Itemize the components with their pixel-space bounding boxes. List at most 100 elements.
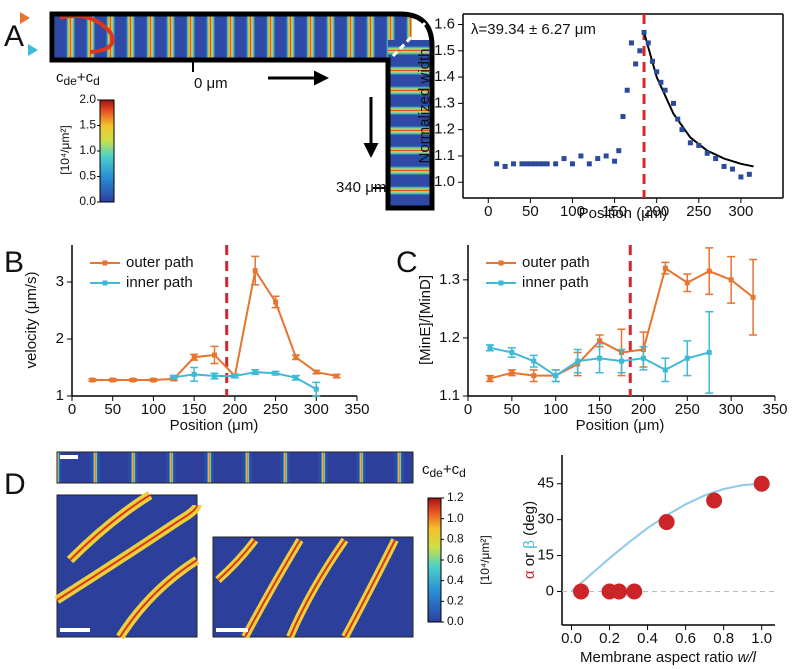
point <box>232 373 238 379</box>
colorbar-label: cde+cd <box>56 69 100 88</box>
chart: 0 50 100 150 200 250 300 350 1 2 3 Position (μm) vel… <box>23 245 370 434</box>
y-tick-label: 1.2 <box>434 121 455 138</box>
point <box>487 345 493 351</box>
point <box>569 161 575 167</box>
point <box>662 87 668 93</box>
channel-horizontal <box>52 14 412 60</box>
x-tick-label: 0.0 <box>561 630 582 647</box>
point <box>509 370 515 376</box>
simulation-a: 0 μm 340 μm cde+cd [10⁴/μm²] <box>20 11 435 211</box>
point <box>293 375 299 381</box>
colorbar-tick-label: 0.0 <box>447 614 464 628</box>
colorbar-label: cde+cd <box>422 461 466 480</box>
point <box>750 294 756 300</box>
point <box>578 153 584 159</box>
legend-label: outer path <box>126 254 194 271</box>
colorbar-unit: [10⁴/μm²] <box>478 535 492 584</box>
x-tick-label: 200 <box>644 203 669 220</box>
point <box>746 171 752 177</box>
point <box>531 373 537 379</box>
point <box>110 377 116 383</box>
point <box>662 265 668 271</box>
x-tick-label: 50 <box>104 401 121 418</box>
point <box>662 367 668 373</box>
point <box>687 140 693 146</box>
scale-bar <box>60 628 90 632</box>
point <box>738 174 744 180</box>
point <box>706 268 712 274</box>
y-tick-label: 1.4 <box>434 68 455 85</box>
legend-label: inner path <box>522 274 589 291</box>
y-tick-label: 15 <box>537 547 554 564</box>
colorbar-tick-label: 1.2 <box>447 490 464 504</box>
y-tick-label: 1.3 <box>434 94 455 111</box>
position-label: 0 μm <box>194 75 228 92</box>
inner-path-marker <box>28 44 38 56</box>
y-tick-label: 0 <box>546 582 554 599</box>
colorbar-tick-label: 2.0 <box>79 92 96 106</box>
point <box>706 492 723 509</box>
y-tick-label: 1.0 <box>434 173 455 190</box>
point <box>561 156 567 162</box>
legend-marker <box>498 260 504 266</box>
point <box>645 40 651 46</box>
y-axis-label: [MinE]/[MinD] <box>417 275 434 365</box>
point <box>313 369 319 375</box>
x-tick-label: 0 <box>464 401 472 418</box>
point <box>212 352 217 358</box>
chart: 0 50 100 150 200 250 300 1.0 1.1 1.2 1.3 1.4 1.5 1.6 P… <box>416 13 784 222</box>
point <box>150 377 156 383</box>
point <box>704 150 710 156</box>
point <box>616 148 622 154</box>
point <box>509 349 515 355</box>
scale-bar <box>216 628 248 632</box>
x-tick-label: 200 <box>631 401 656 418</box>
point <box>641 29 647 35</box>
point <box>553 373 559 379</box>
x-tick-label: 0 <box>68 401 76 418</box>
point <box>626 583 643 600</box>
point <box>252 268 258 274</box>
y-tick-label: 45 <box>537 475 554 492</box>
x-axis-label: Position (μm) <box>576 417 665 434</box>
colorbar-tick-label: 0.2 <box>447 594 464 608</box>
x-tick-label: 50 <box>504 401 521 418</box>
point <box>212 373 217 379</box>
point <box>675 116 681 122</box>
scale-bar <box>60 455 78 459</box>
point <box>540 161 546 167</box>
x-tick-label: 250 <box>686 203 711 220</box>
y-axis-label-part: β <box>521 540 538 549</box>
colorbar-tick-label: 0.4 <box>447 573 464 587</box>
point <box>532 161 538 167</box>
y-tick-label: 3 <box>56 273 64 290</box>
wave-core <box>56 494 198 638</box>
x-tick-label: 100 <box>543 401 568 418</box>
x-tick-label: 100 <box>141 401 166 418</box>
point <box>511 161 517 167</box>
x-tick-label: 300 <box>728 203 753 220</box>
point <box>633 61 639 67</box>
square-image <box>56 494 198 638</box>
legend-marker <box>102 280 108 286</box>
colorbar <box>99 99 115 203</box>
legend-label: outer path <box>522 254 590 271</box>
point <box>671 100 677 106</box>
x-axis-label-part: Membrane aspect ratio <box>580 649 738 666</box>
point <box>628 40 634 46</box>
colorbar-tick-label: 1.0 <box>447 511 464 525</box>
x-axis-label: Position (μm) <box>170 417 259 434</box>
x-tick-label: 200 <box>222 401 247 418</box>
y-axis-label: velocity (μm/s) <box>23 272 40 369</box>
y-tick-label: 1.1 <box>434 147 455 164</box>
x-tick-label: 0 <box>484 203 492 220</box>
point <box>649 58 655 64</box>
channel-border <box>49 11 435 211</box>
outer-path-marker <box>20 12 30 24</box>
y-tick-label: 2 <box>56 330 64 347</box>
annotation: λ=39.34 ± 6.27 μm <box>471 21 596 38</box>
y-tick-label: 1.5 <box>434 42 455 59</box>
y-tick-label: 1 <box>56 387 64 404</box>
colorbar-tick-label: 1.0 <box>79 143 96 157</box>
